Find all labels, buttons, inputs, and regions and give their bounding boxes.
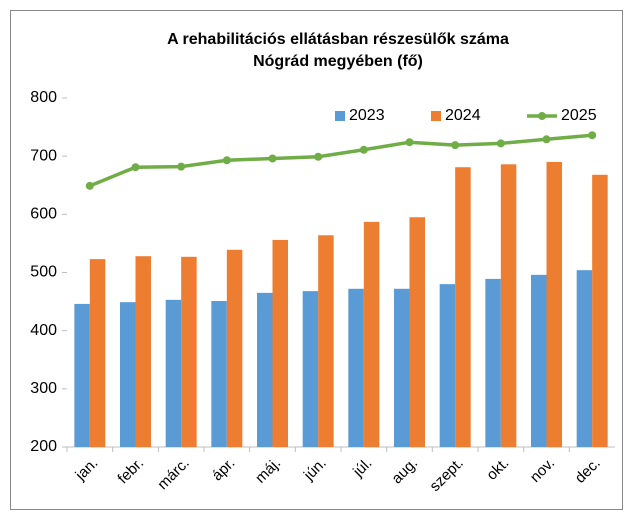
- line-marker: [451, 141, 460, 150]
- legend-label: 2024: [445, 107, 481, 124]
- chart-title: A rehabilitációs ellátásban részesülők s…: [167, 31, 509, 48]
- bar: [135, 256, 151, 447]
- line-marker: [222, 156, 231, 165]
- legend-swatch: [431, 111, 441, 121]
- bar: [89, 259, 106, 447]
- bar: [363, 221, 380, 447]
- y-tick-label: 200: [30, 438, 57, 455]
- line-marker: [405, 138, 414, 147]
- bar: [546, 161, 562, 447]
- bar: [531, 274, 547, 447]
- y-tick-label: 500: [30, 264, 57, 281]
- bar: [165, 299, 182, 447]
- bar: [74, 303, 90, 447]
- legend-label: 2025: [561, 107, 597, 124]
- y-tick-label: 600: [30, 206, 57, 223]
- bar: [181, 256, 197, 447]
- bar: [409, 217, 425, 447]
- bar: [302, 291, 319, 447]
- line-marker: [542, 135, 551, 144]
- y-tick-label: 800: [30, 89, 57, 106]
- y-tick-label: 700: [30, 147, 57, 164]
- bar: [394, 288, 410, 447]
- bar: [576, 270, 593, 447]
- y-tick-label: 400: [30, 322, 57, 339]
- bar: [272, 239, 288, 447]
- bar: [500, 164, 517, 447]
- y-tick-label: 300: [30, 380, 57, 397]
- legend-swatch: [538, 112, 546, 120]
- legend-swatch: [335, 111, 345, 121]
- line-marker: [85, 181, 94, 190]
- bar: [211, 301, 227, 447]
- line-marker: [314, 152, 323, 161]
- bar: [257, 292, 273, 447]
- chart-title: Nógrád megyében (fő): [253, 53, 423, 70]
- line-marker: [131, 163, 140, 172]
- line-marker: [588, 131, 597, 140]
- bar: [120, 302, 136, 447]
- bar: [592, 174, 608, 447]
- line-marker: [268, 154, 277, 163]
- line-marker: [177, 162, 186, 171]
- bar: [226, 249, 243, 447]
- line: [89, 133, 593, 188]
- line-marker: [496, 139, 505, 148]
- legend-label: 2023: [349, 107, 385, 124]
- bar: [485, 278, 501, 447]
- bar: [455, 167, 471, 448]
- line-marker: [359, 145, 368, 154]
- bar: [348, 288, 364, 447]
- bar: [439, 284, 456, 447]
- bar: [318, 235, 334, 447]
